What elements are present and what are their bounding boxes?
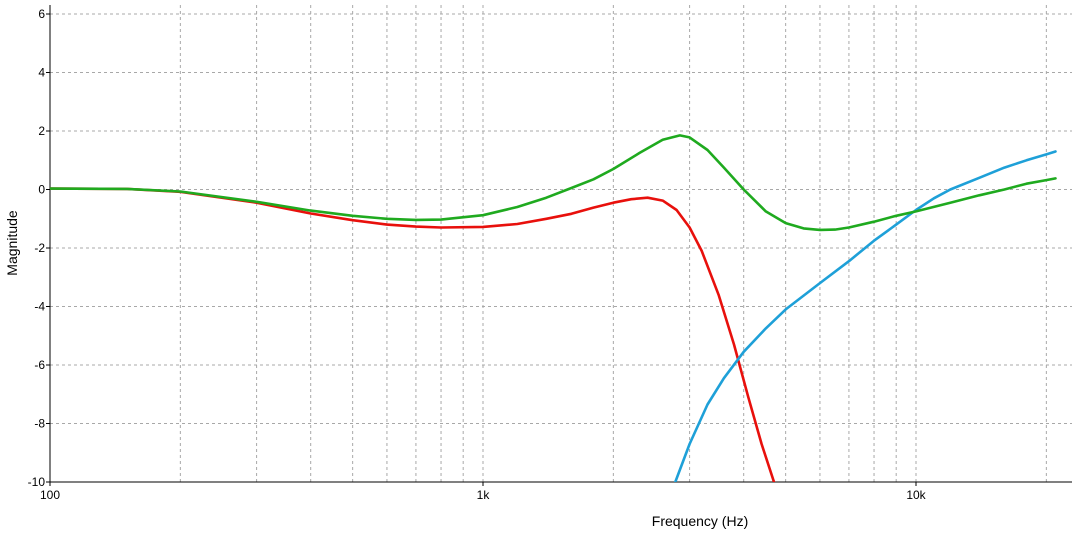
- grid: [50, 5, 1072, 482]
- series-lines: [50, 134, 1057, 482]
- x-axis-label: Frequency (Hz): [652, 513, 748, 529]
- x-tick-label: 1k: [477, 488, 491, 502]
- y-tick-label: 2: [38, 124, 45, 138]
- series-line-1: [50, 187, 776, 482]
- series-line-2: [674, 150, 1057, 482]
- y-tick-label: 0: [38, 183, 45, 197]
- y-tick-label: -2: [34, 241, 45, 255]
- y-tick-label: -8: [34, 417, 45, 431]
- y-tick-label: -10: [28, 475, 46, 489]
- y-tick-label: -6: [34, 358, 45, 372]
- y-axis-label: Magnitude: [4, 210, 20, 276]
- y-tick-label: -4: [34, 300, 45, 314]
- x-tick-label: 10k: [906, 488, 926, 502]
- y-tick-label: 6: [38, 7, 45, 21]
- x-tick-label: 100: [40, 488, 60, 502]
- series-line-3: [50, 134, 1057, 232]
- y-tick-label: 4: [38, 66, 45, 80]
- axes: [46, 5, 1072, 486]
